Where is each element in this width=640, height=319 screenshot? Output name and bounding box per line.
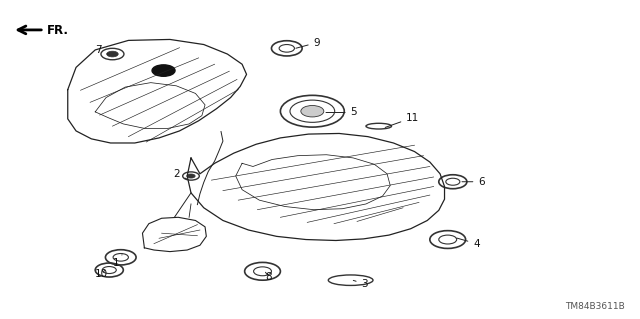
Text: 4: 4 <box>457 238 480 249</box>
Text: 11: 11 <box>385 113 419 128</box>
Text: 9: 9 <box>296 38 320 48</box>
Circle shape <box>152 65 175 76</box>
Text: TM84B3611B: TM84B3611B <box>566 302 625 311</box>
Text: 10: 10 <box>95 270 108 279</box>
Text: 6: 6 <box>462 177 485 187</box>
Text: FR.: FR. <box>47 24 68 37</box>
Text: 5: 5 <box>326 108 357 117</box>
Circle shape <box>107 51 118 57</box>
Text: 8: 8 <box>266 272 273 282</box>
Text: 3: 3 <box>353 279 368 289</box>
Text: 1: 1 <box>113 255 122 268</box>
Text: 7: 7 <box>95 45 108 55</box>
Circle shape <box>187 174 195 178</box>
Circle shape <box>301 106 324 117</box>
Text: 2: 2 <box>173 169 187 179</box>
